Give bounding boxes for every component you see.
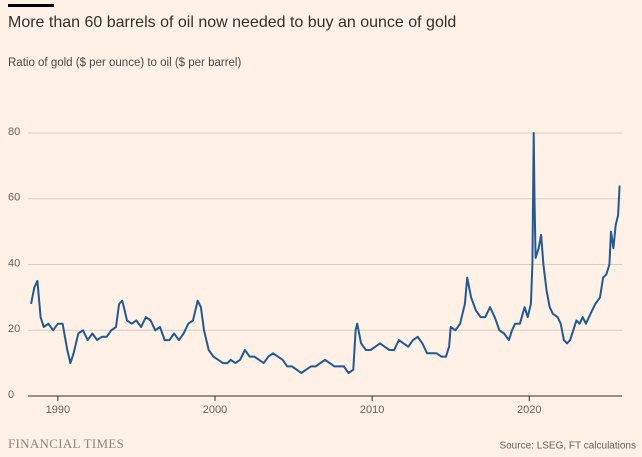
y-tick-label: 80 <box>8 126 20 138</box>
y-tick-label: 40 <box>8 257 20 269</box>
x-tick-label: 2000 <box>203 404 227 416</box>
chart-title: More than 60 barrels of oil now needed t… <box>8 14 456 31</box>
y-tick-label: 20 <box>8 323 20 335</box>
brand: FINANCIAL TIMES <box>8 436 124 451</box>
source: Source: LSEG, FT calculations <box>499 441 636 452</box>
x-tick-label: 2010 <box>360 404 384 416</box>
x-tick-label: 2020 <box>517 404 541 416</box>
x-tick-label: 1990 <box>46 404 70 416</box>
y-tick-label: 60 <box>8 192 20 204</box>
line <box>30 132 621 374</box>
y-tick-label: 0 <box>8 389 14 401</box>
chart-subtitle: Ratio of gold ($ per ounce) to oil ($ pe… <box>8 57 241 69</box>
header-bar <box>8 4 54 7</box>
